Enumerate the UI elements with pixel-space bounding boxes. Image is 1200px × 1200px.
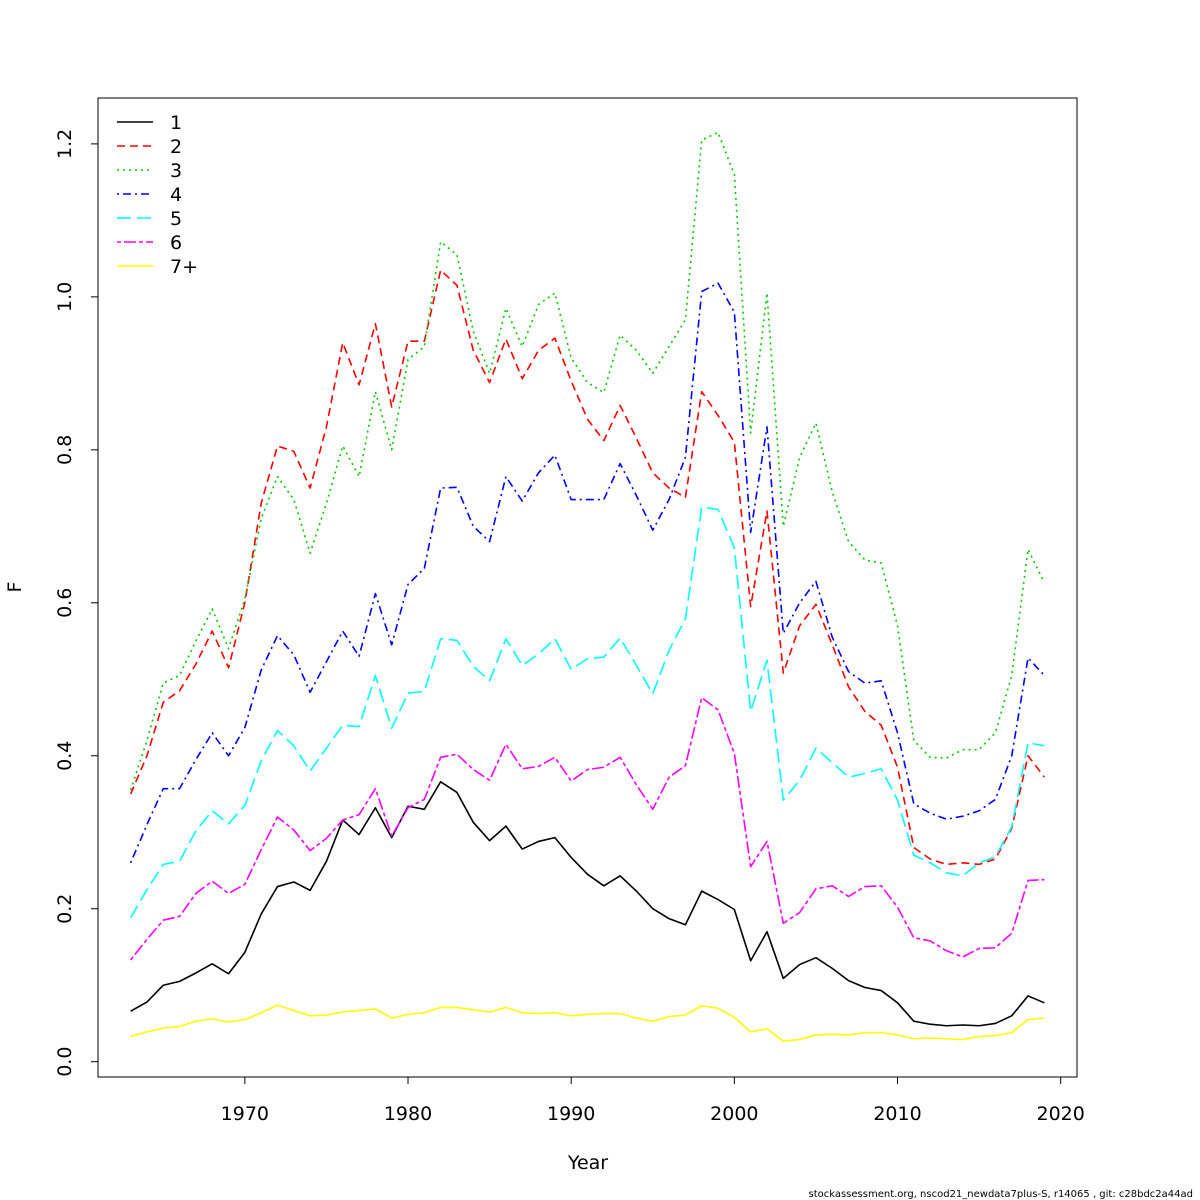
- y-tick-label: 0.4: [54, 741, 76, 771]
- series-line-2: [129, 269, 1046, 866]
- legend-label-4: 4: [170, 184, 182, 206]
- y-tick-label: 1.2: [54, 129, 76, 159]
- x-tick-label: 1980: [384, 1103, 432, 1125]
- x-tick-label: 1970: [221, 1103, 269, 1125]
- credit-text: stockassessment.org, nscod21_newdata7plu…: [808, 1189, 1193, 1200]
- x-tick-label: 2020: [1037, 1103, 1085, 1125]
- y-tick-label: 0.6: [54, 588, 76, 618]
- legend-label-2: 2: [170, 136, 182, 158]
- legend-label-5: 5: [170, 208, 182, 230]
- x-tick-label: 2000: [710, 1103, 758, 1125]
- legend-label-6: 6: [170, 232, 182, 254]
- legend-label-1: 1: [170, 112, 182, 134]
- legend-label-7: 7+: [170, 256, 198, 278]
- series-line-4: [129, 282, 1045, 864]
- x-axis-title: Year: [567, 1152, 608, 1174]
- series-line-1: [130, 780, 1045, 1027]
- y-tick-label: 0.2: [54, 894, 76, 924]
- y-tick-label: 0.8: [54, 435, 76, 465]
- series-line-6: [130, 696, 1045, 961]
- legend-label-3: 3: [170, 160, 182, 182]
- series-line-7: [130, 1004, 1045, 1042]
- x-tick-label: 1990: [547, 1103, 595, 1125]
- x-tick-label: 2010: [873, 1103, 921, 1125]
- y-tick-label: 0.0: [54, 1047, 76, 1077]
- series-line-5: [129, 506, 1045, 919]
- y-tick-label: 1.0: [54, 282, 76, 312]
- y-axis-title: F: [4, 582, 26, 593]
- axes-layer: 1970 1980 1990 2000 2010 2020 0.0 0.2 0.4 0.6 0.8 1…: [54, 129, 1085, 1125]
- series-layer: [129, 131, 1046, 1042]
